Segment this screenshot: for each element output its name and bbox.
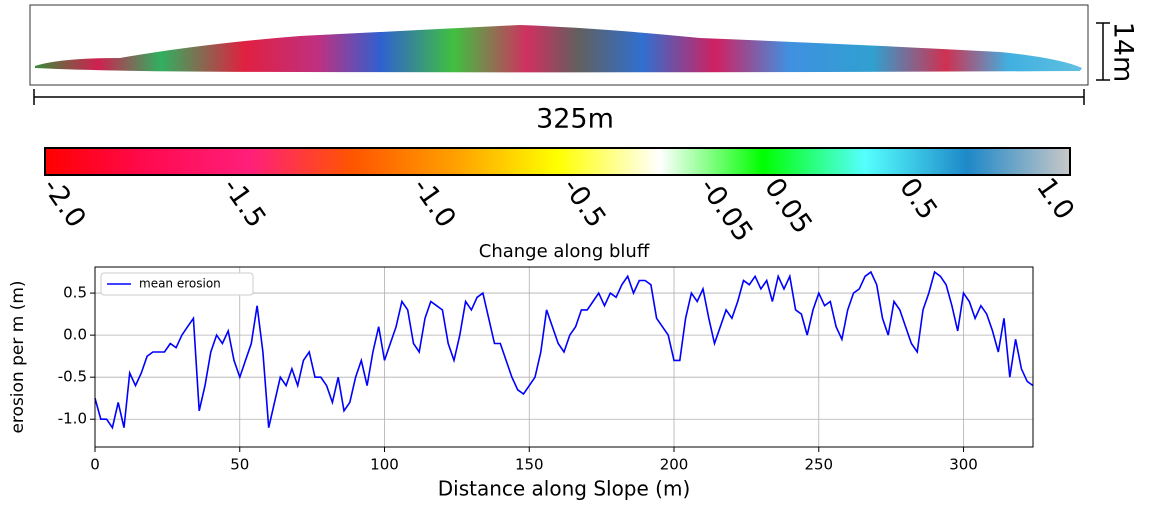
y-axis-label: erosion per m (m) [8,280,28,433]
x-axis-label: Distance along Slope (m) [438,477,691,501]
colorbar-tick-label: -1.5 [216,173,272,234]
colorbar-tick-label: -1.0 [406,173,462,234]
y-tick-label: 0.0 [63,326,87,344]
colorbar-tick-label: 1.0 [1030,173,1080,226]
colorbar-tick-label: -2.0 [36,173,92,234]
height-label: 14m [1108,22,1139,83]
width-label: 325m [536,104,614,135]
x-tick-label: 100 [370,456,399,474]
x-tick-label: 250 [804,456,833,474]
legend-label: mean erosion [139,277,221,291]
colorbar-tick-label: -0.05 [693,173,758,248]
plot-frame [94,266,1034,448]
height-scale-bar [1096,22,1110,81]
x-tick-label: 200 [660,456,689,474]
x-tick-label: 150 [515,456,544,474]
colorbar [44,147,1071,176]
chart-title: Change along bluff [479,241,650,262]
x-tick-label: 50 [230,456,249,474]
data-line [94,270,1034,430]
legend-box [100,272,254,296]
point-cloud [35,25,1082,73]
y-tick-label: 0.5 [63,284,87,302]
colorbar-tick-label: 0.5 [893,173,943,226]
y-tick-label: -0.5 [58,368,87,386]
image-frame [29,4,1089,86]
colorbar-tick-label: -0.5 [556,173,612,234]
colorbar-tick-label: 0.05 [758,173,818,240]
x-tick-label: 0 [90,456,100,474]
width-scale-bar [33,89,1085,105]
y-tick-label: -1.0 [58,410,87,428]
x-tick-label: 300 [949,456,978,474]
